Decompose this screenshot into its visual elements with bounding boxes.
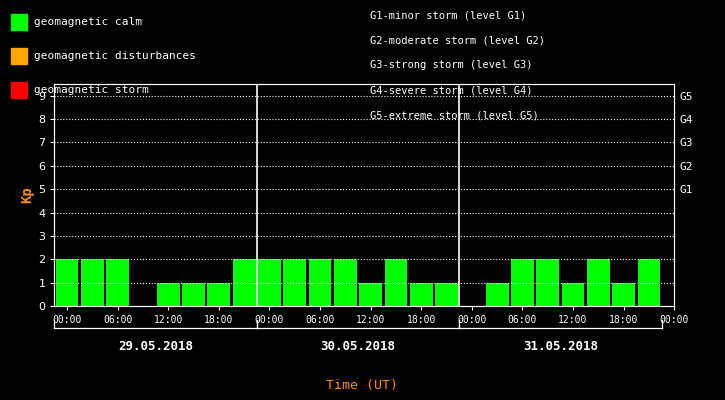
Text: G3-strong storm (level G3): G3-strong storm (level G3)	[370, 60, 532, 70]
Bar	[334, 259, 357, 306]
Bar	[233, 259, 255, 306]
Bar	[360, 283, 382, 306]
Bar	[81, 259, 104, 306]
Text: G2-moderate storm (level G2): G2-moderate storm (level G2)	[370, 35, 544, 45]
Bar	[182, 283, 205, 306]
Bar	[107, 259, 129, 306]
Bar	[207, 283, 231, 306]
Text: Time (UT): Time (UT)	[326, 379, 399, 392]
Bar	[511, 259, 534, 306]
Bar	[258, 259, 281, 306]
Bar	[637, 259, 660, 306]
Text: G4-severe storm (level G4): G4-severe storm (level G4)	[370, 86, 532, 96]
Text: G5-extreme storm (level G5): G5-extreme storm (level G5)	[370, 111, 539, 121]
Y-axis label: Kp: Kp	[20, 187, 34, 203]
Text: geomagnetic calm: geomagnetic calm	[34, 17, 142, 27]
Bar	[562, 283, 584, 306]
Bar	[384, 259, 407, 306]
Bar	[56, 259, 78, 306]
Bar	[435, 283, 458, 306]
Bar	[536, 259, 559, 306]
Text: geomagnetic disturbances: geomagnetic disturbances	[34, 51, 196, 61]
Bar	[157, 283, 180, 306]
Text: 29.05.2018: 29.05.2018	[118, 340, 193, 353]
Bar	[587, 259, 610, 306]
Text: 30.05.2018: 30.05.2018	[320, 340, 395, 353]
Text: geomagnetic storm: geomagnetic storm	[34, 85, 149, 95]
Bar	[309, 259, 331, 306]
Bar	[612, 283, 635, 306]
Bar	[283, 259, 306, 306]
Bar	[410, 283, 433, 306]
Text: G1-minor storm (level G1): G1-minor storm (level G1)	[370, 10, 526, 20]
Text: 31.05.2018: 31.05.2018	[523, 340, 598, 353]
Bar	[486, 283, 508, 306]
